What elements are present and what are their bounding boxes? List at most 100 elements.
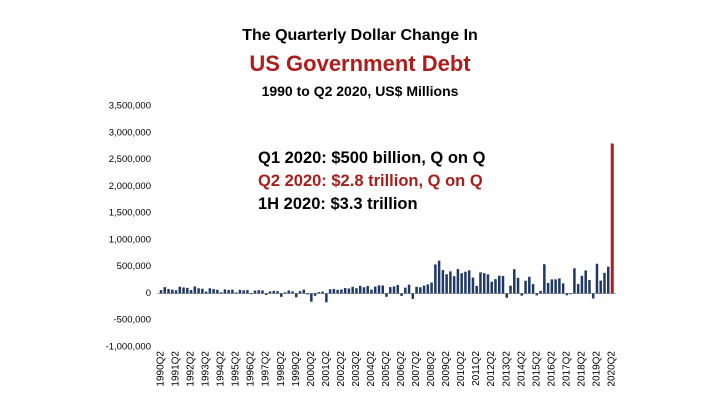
bar xyxy=(246,290,249,294)
bar xyxy=(291,291,294,294)
bar xyxy=(216,289,219,294)
x-tick-label: 2014Q2 xyxy=(516,351,527,387)
bar xyxy=(561,283,565,294)
x-tick-label: 1991Q2 xyxy=(171,351,182,387)
bar xyxy=(490,281,493,294)
x-tick-label: 1999Q2 xyxy=(291,351,302,387)
bar xyxy=(422,285,426,294)
bar xyxy=(475,285,478,294)
bar xyxy=(193,286,197,294)
bar xyxy=(231,289,234,294)
x-tick-label: 2015Q2 xyxy=(531,351,542,387)
x-tick-label: 2019Q2 xyxy=(591,351,602,387)
bar xyxy=(584,270,587,294)
bar xyxy=(377,285,381,294)
bar xyxy=(449,271,452,294)
bar xyxy=(257,290,260,294)
bar xyxy=(283,292,287,294)
bar xyxy=(456,269,460,294)
y-tick-label: 500,000 xyxy=(117,261,151,272)
bar xyxy=(347,288,351,294)
x-tick-label: 1994Q2 xyxy=(216,351,227,387)
bar xyxy=(295,293,298,298)
bar xyxy=(343,288,347,294)
y-tick-label: 2,000,000 xyxy=(109,181,151,192)
bar xyxy=(310,293,313,302)
bar xyxy=(336,289,339,294)
bar xyxy=(509,285,512,294)
bar xyxy=(467,270,471,294)
bar xyxy=(355,288,358,294)
x-tick-label: 1992Q2 xyxy=(186,351,197,387)
bar xyxy=(182,287,185,294)
bar xyxy=(197,288,200,294)
bar xyxy=(167,288,170,294)
bar xyxy=(464,271,467,294)
bar xyxy=(373,286,377,294)
bar xyxy=(479,272,482,294)
bar xyxy=(606,266,610,294)
x-tick-label: 2004Q2 xyxy=(366,351,377,387)
bar xyxy=(400,293,403,296)
bar xyxy=(565,293,569,296)
x-tick-label: 2002Q2 xyxy=(336,351,347,387)
bar xyxy=(430,282,433,294)
bar xyxy=(486,274,490,294)
bar xyxy=(539,290,542,294)
x-tick-label: 1996Q2 xyxy=(246,351,257,387)
y-tick-label: 3,000,000 xyxy=(109,127,151,138)
bar xyxy=(317,292,321,294)
bar xyxy=(531,284,535,294)
x-tick-label: 2009Q2 xyxy=(441,351,452,387)
bar xyxy=(351,286,354,294)
x-tick-label: 2005Q2 xyxy=(381,351,392,387)
bar xyxy=(212,289,215,294)
bar xyxy=(411,293,415,299)
bar xyxy=(276,291,279,294)
x-tick-label: 2000Q2 xyxy=(306,351,317,387)
bar xyxy=(264,293,268,295)
bar xyxy=(328,289,332,294)
bar xyxy=(189,290,193,294)
bar xyxy=(445,274,448,294)
bar xyxy=(306,293,309,295)
bar xyxy=(268,291,272,294)
bar xyxy=(261,290,264,294)
y-tick-label: 1,500,000 xyxy=(109,208,151,219)
bar xyxy=(389,287,392,294)
bar xyxy=(535,293,539,296)
bar xyxy=(516,277,520,294)
bar-latest xyxy=(610,143,614,294)
bar xyxy=(419,287,422,294)
bar xyxy=(580,275,584,294)
bar xyxy=(392,286,396,294)
chart-title-line-2: US Government Debt xyxy=(249,51,471,76)
bar xyxy=(223,289,227,294)
bar xyxy=(178,286,182,294)
bar xyxy=(381,285,384,294)
bar xyxy=(253,290,257,294)
annotation-1h-2020: 1H 2020: $3.3 trillion xyxy=(258,195,418,213)
x-tick-label: 2003Q2 xyxy=(351,351,362,387)
x-tick-label: 1997Q2 xyxy=(261,351,272,387)
bar xyxy=(599,280,602,294)
bar xyxy=(204,291,208,294)
bar xyxy=(520,293,524,296)
x-tick-label: 1990Q2 xyxy=(156,351,167,387)
y-tick-label: 3,500,000 xyxy=(109,101,151,112)
bar xyxy=(201,288,204,294)
bar xyxy=(298,291,302,294)
x-tick-label: 2016Q2 xyxy=(546,351,557,387)
bar xyxy=(543,264,546,294)
bar xyxy=(302,289,306,294)
bar xyxy=(554,279,557,294)
bar xyxy=(505,293,509,298)
bar xyxy=(227,290,230,294)
bar xyxy=(471,277,475,294)
bar xyxy=(385,293,388,297)
bar xyxy=(546,282,550,294)
bar xyxy=(415,286,418,294)
x-tick-label: 2001Q2 xyxy=(321,351,332,387)
bar xyxy=(171,289,174,294)
